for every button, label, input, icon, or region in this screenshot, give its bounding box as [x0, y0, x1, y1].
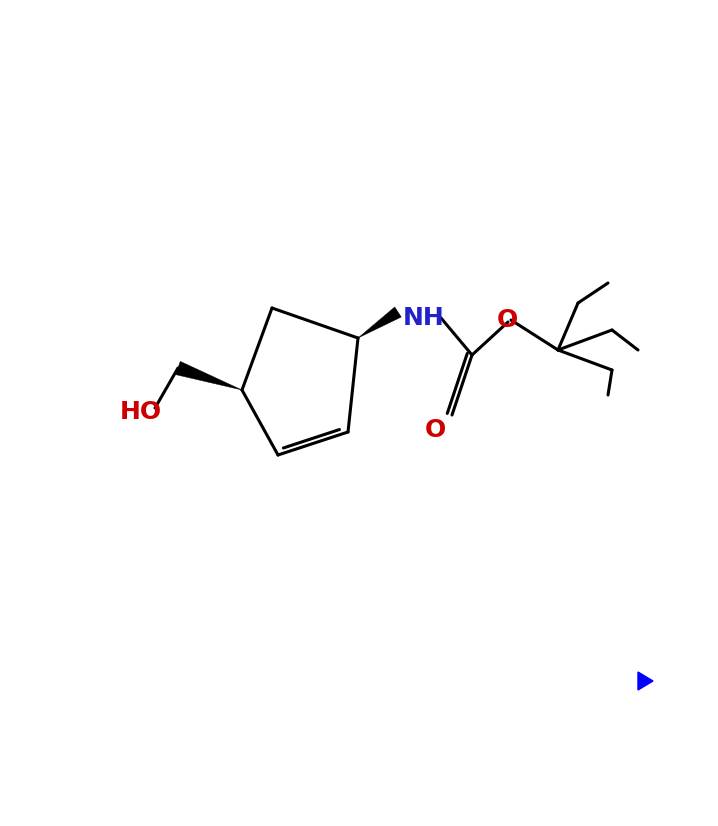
Polygon shape [358, 307, 401, 338]
Polygon shape [638, 672, 653, 690]
Text: O: O [424, 418, 446, 442]
Text: HO: HO [120, 400, 162, 424]
Text: NH: NH [403, 306, 444, 330]
Polygon shape [176, 362, 242, 390]
Text: O: O [497, 308, 518, 332]
